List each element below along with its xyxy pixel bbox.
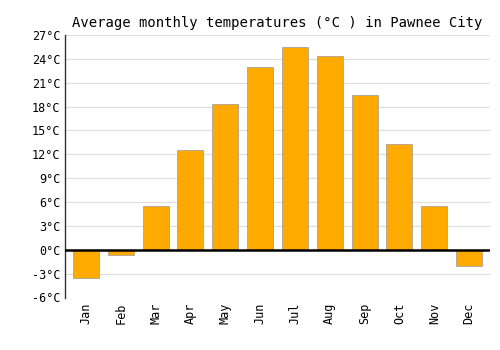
Bar xyxy=(73,250,99,278)
Bar xyxy=(421,206,448,250)
Bar xyxy=(108,250,134,255)
Bar xyxy=(316,56,343,250)
Bar xyxy=(212,104,238,250)
Bar xyxy=(178,150,204,250)
Bar xyxy=(386,144,412,250)
Bar xyxy=(282,47,308,250)
Bar xyxy=(456,250,482,266)
Title: Average monthly temperatures (°C ) in Pawnee City: Average monthly temperatures (°C ) in Pa… xyxy=(72,16,482,30)
Bar xyxy=(247,67,273,250)
Bar xyxy=(142,206,169,250)
Bar xyxy=(352,94,378,250)
